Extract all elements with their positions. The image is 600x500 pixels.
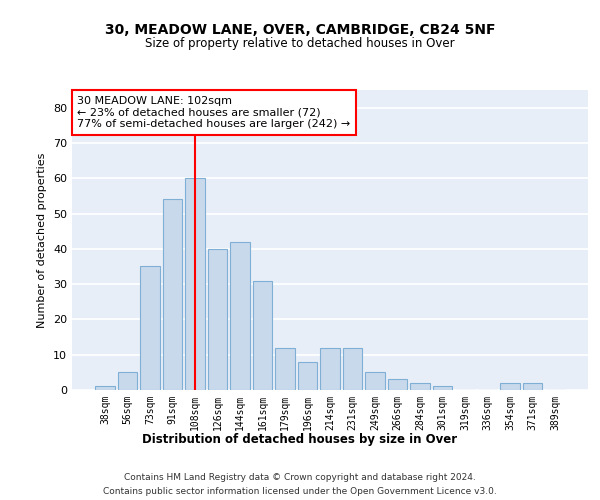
Bar — [410, 383, 430, 390]
Bar — [185, 178, 205, 390]
Text: 30 MEADOW LANE: 102sqm
← 23% of detached houses are smaller (72)
77% of semi-det: 30 MEADOW LANE: 102sqm ← 23% of detached… — [77, 96, 350, 129]
Bar — [275, 348, 295, 390]
Bar — [163, 200, 182, 390]
Bar — [298, 362, 317, 390]
Text: Contains public sector information licensed under the Open Government Licence v3: Contains public sector information licen… — [103, 488, 497, 496]
Text: Size of property relative to detached houses in Over: Size of property relative to detached ho… — [145, 38, 455, 51]
Bar — [500, 383, 520, 390]
Bar — [388, 380, 407, 390]
Text: Contains HM Land Registry data © Crown copyright and database right 2024.: Contains HM Land Registry data © Crown c… — [124, 472, 476, 482]
Bar — [208, 249, 227, 390]
Bar — [523, 383, 542, 390]
Bar — [230, 242, 250, 390]
Bar — [365, 372, 385, 390]
Bar — [118, 372, 137, 390]
Bar — [433, 386, 452, 390]
Bar — [343, 348, 362, 390]
Bar — [95, 386, 115, 390]
Bar — [253, 280, 272, 390]
Y-axis label: Number of detached properties: Number of detached properties — [37, 152, 47, 328]
Text: Distribution of detached houses by size in Over: Distribution of detached houses by size … — [142, 432, 458, 446]
Bar — [320, 348, 340, 390]
Bar — [140, 266, 160, 390]
Text: 30, MEADOW LANE, OVER, CAMBRIDGE, CB24 5NF: 30, MEADOW LANE, OVER, CAMBRIDGE, CB24 5… — [105, 22, 495, 36]
